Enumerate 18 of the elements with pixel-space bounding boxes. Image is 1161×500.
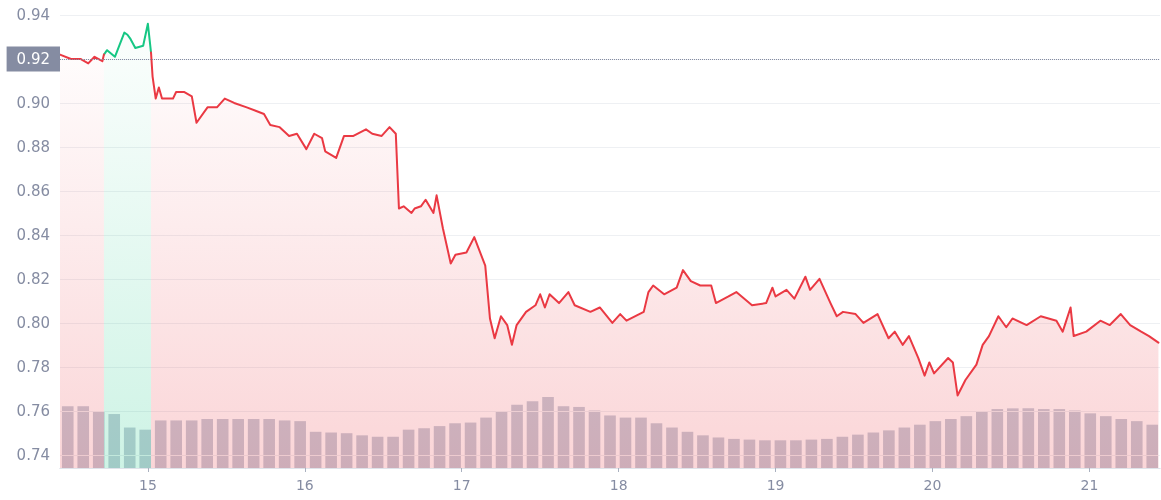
y-tick-label: 0.90	[16, 93, 50, 112]
x-tick-label: 18	[609, 477, 628, 493]
y-tick-label: 0.84	[16, 225, 50, 244]
y-tick-label: 0.82	[16, 269, 50, 288]
x-tick-label: 21	[1080, 477, 1099, 493]
x-tick-label: 20	[923, 477, 942, 493]
y-tick-label: 0.92	[16, 49, 50, 68]
y-tick-label: 0.80	[16, 313, 50, 332]
y-tick-label: 0.94	[16, 6, 50, 24]
y-tick-label: 0.88	[16, 137, 50, 156]
y-tick-label: 0.78	[16, 357, 50, 376]
y-tick-label: 0.76	[16, 401, 50, 420]
x-tick-label: 15	[138, 477, 157, 493]
x-tick-label: 17	[452, 477, 471, 493]
y-tick-label: 0.86	[16, 181, 50, 200]
x-tick-label: 19	[766, 477, 785, 493]
y-tick-label: 0.74	[16, 445, 50, 464]
x-tick-label: 16	[295, 477, 314, 493]
